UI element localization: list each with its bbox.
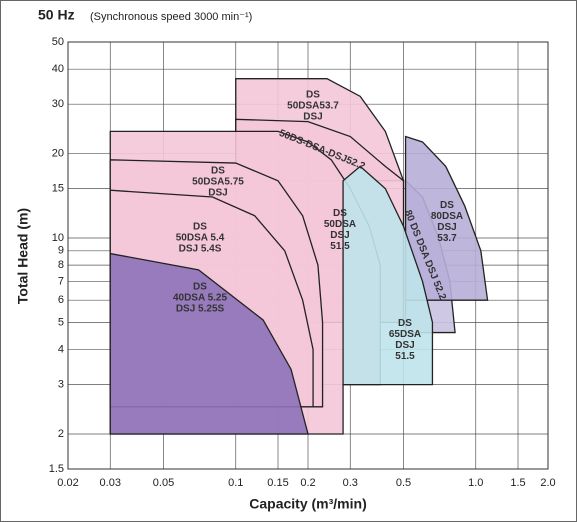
region [342,165,434,386]
y-tick-label: 1.5 [49,463,64,475]
region-label-line: DSJ 5.25S [176,304,225,315]
region-label-line: DSJ [395,340,414,351]
region-label-line: 40DSA 5.25 [173,293,228,304]
region-label-line: DSJ [303,112,322,123]
region-label-line: 65DSA [389,329,421,340]
x-tick-label: 1.5 [510,477,525,489]
x-tick-label: 0.03 [100,477,121,489]
x-tick-label: 0.1 [228,477,243,489]
chart-subtitle: (Synchronous speed 3000 min⁻¹) [90,11,252,23]
y-tick-label: 30 [52,98,64,110]
x-tick-label: 0.02 [57,477,78,489]
x-tick-label: 0.15 [267,477,288,489]
plot-frame [67,41,549,470]
region-label-line: DS [440,200,454,211]
y-tick-label: 3 [58,379,64,391]
y-tick-label: 8 [58,259,64,271]
y-tick-label: 5 [58,316,64,328]
x-tick-label: 1.0 [468,477,483,489]
x-tick-label: 2.0 [540,477,555,489]
region-label-line: 80DSA [431,211,463,222]
y-tick-label: 15 [52,183,64,195]
y-tick-label: 7 [58,275,64,287]
region-label-line: 50DSA [324,219,356,230]
region-label-line: 53.7 [437,233,457,244]
region-label-line: DSJ [437,222,456,233]
x-tick-label: 0.2 [300,477,315,489]
x-axis-label: Capacity (m³/min) [249,496,366,512]
y-axis-label: Total Head (m) [15,208,31,304]
y-tick-label: 10 [52,232,64,244]
y-tick-label: 4 [58,343,64,355]
x-tick-label: 0.3 [343,477,358,489]
y-tick-label: 50 [52,36,64,48]
region-label-line: 51.5 [395,351,415,362]
y-tick-label: 2 [58,428,64,440]
x-tick-label: 0.05 [153,477,174,489]
chart-title: 50 Hz [38,7,75,23]
region-label-line: 50DSA 5.4 [176,233,225,244]
region-label-line: DS [193,282,207,293]
region [404,135,489,301]
region-label-line: 51.5 [330,241,350,252]
region-label-line: DS [193,222,207,233]
region-label-line: DSJ 5.4S [179,244,222,255]
region-label-line: 50DSA5.75 [192,177,244,188]
y-tick-label: 40 [52,63,64,75]
region-label-line: DS [398,318,412,329]
y-tick-label: 9 [58,245,64,257]
region-label-line: DS [333,208,347,219]
y-tick-label: 20 [52,147,64,159]
region-label-line: DSJ [330,230,349,241]
x-tick-label: 0.5 [396,477,411,489]
region-label-line: DSJ [208,188,227,199]
region-label-line: DS [211,166,225,177]
region [109,252,309,435]
y-tick-label: 6 [58,294,64,306]
region-label-line: 50DSA53.7 [287,101,339,112]
region-label-line: DS [306,90,320,101]
